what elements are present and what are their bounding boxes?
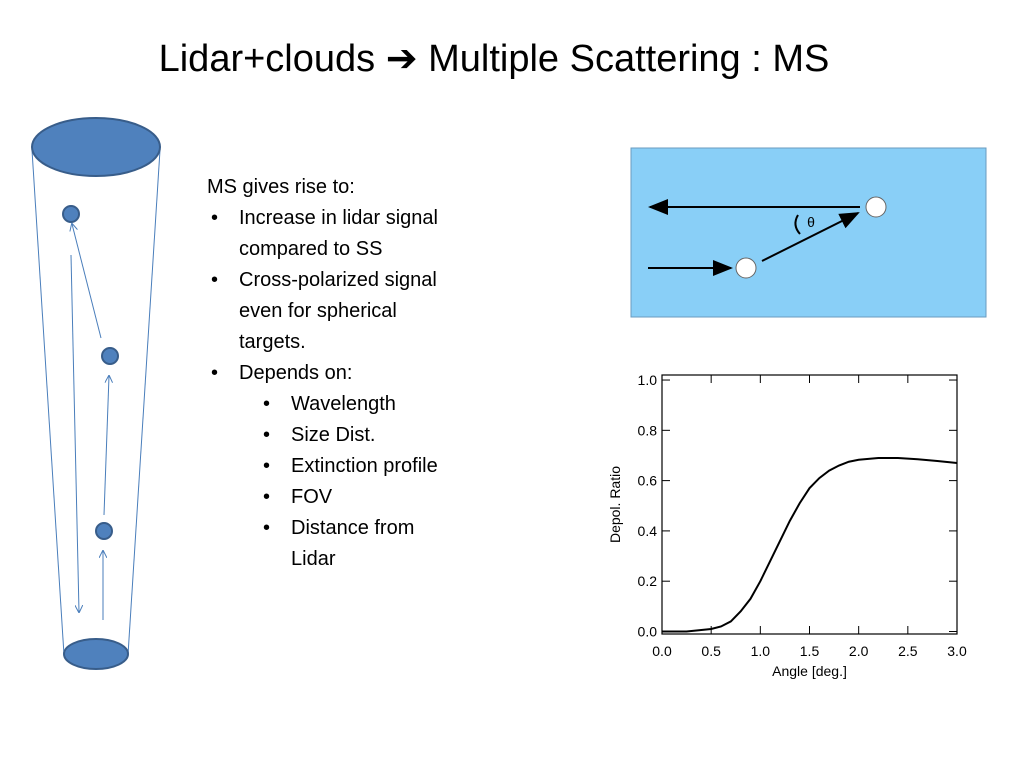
cone-edge (127, 149, 161, 656)
particle (62, 205, 80, 223)
bullet-intro: MS gives rise to: (207, 176, 355, 198)
diagram-box (630, 147, 987, 318)
x-tick-label: 1.0 (751, 643, 771, 659)
particle (865, 196, 887, 218)
bullet-text: Increase in lidar signal compared to SS (239, 207, 438, 260)
sub-bullet: FOV (263, 482, 447, 513)
arrow (72, 224, 102, 339)
x-tick-label: 0.0 (652, 643, 672, 659)
bullet-items: Increase in lidar signal compared to SS C… (207, 203, 447, 575)
data-line (662, 456, 958, 633)
x-axis-label: Angle [deg.] (772, 663, 847, 679)
arrow (761, 212, 860, 262)
cone-edge (31, 149, 65, 656)
arrow (70, 254, 79, 612)
y-axis-label: Depol. Ratio (607, 466, 623, 543)
y-tick-label: 1.0 (638, 372, 658, 388)
y-tick-label: 0.0 (638, 623, 658, 639)
chart: 0.0 0.5 1.0 1.5 2.0 2.5 3.00.00.20.40.60.81.0A… (607, 372, 967, 679)
x-tick-label: 2.5 (898, 643, 918, 659)
plot-frame (661, 374, 958, 635)
y-tick-label: 0.6 (638, 473, 658, 489)
bullet-item: Increase in lidar signal compared to SS (211, 203, 447, 265)
x-tick-label: 2.0 (849, 643, 869, 659)
x-tick-label: 0.5 (701, 643, 721, 659)
y-tick-label: 0.8 (638, 422, 658, 438)
bullet-text: Cross-polarized signal even for spherica… (239, 269, 437, 353)
angle-arc (794, 214, 801, 235)
sub-bullet: Extinction profile (263, 451, 447, 482)
sub-bullet: Distance from Lidar (263, 513, 447, 575)
sub-bullet-items: WavelengthSize Dist.Extinction profileFO… (239, 389, 447, 575)
particle (95, 522, 113, 540)
slide-title: Lidar+clouds ➔ Multiple Scattering : MS (158, 38, 830, 80)
x-tick-label: 3.0 (947, 643, 967, 659)
arrow (103, 376, 109, 516)
particle (735, 257, 757, 279)
angle-label: θ (807, 214, 815, 230)
y-tick-label: 0.2 (638, 573, 658, 589)
lidar-ellipse (63, 638, 129, 670)
lidar-cone (31, 117, 161, 670)
y-tick-label: 0.4 (638, 523, 658, 539)
bullet-text: Depends on: (239, 362, 353, 384)
sub-bullet: Wavelength (263, 389, 447, 420)
particle (101, 347, 119, 365)
sub-bullet: Size Dist. (263, 420, 447, 451)
x-tick-label: 1.5 (800, 643, 820, 659)
bullet-item: Cross-polarized signal even for spherica… (211, 265, 447, 358)
scatter-diagram: θ (630, 147, 987, 318)
cloud-ellipse (31, 117, 161, 177)
bullet-list: MS gives rise to: Increase in lidar signa… (207, 172, 447, 575)
bullet-item: Depends on: WavelengthSize Dist.Extinctio… (211, 358, 447, 575)
